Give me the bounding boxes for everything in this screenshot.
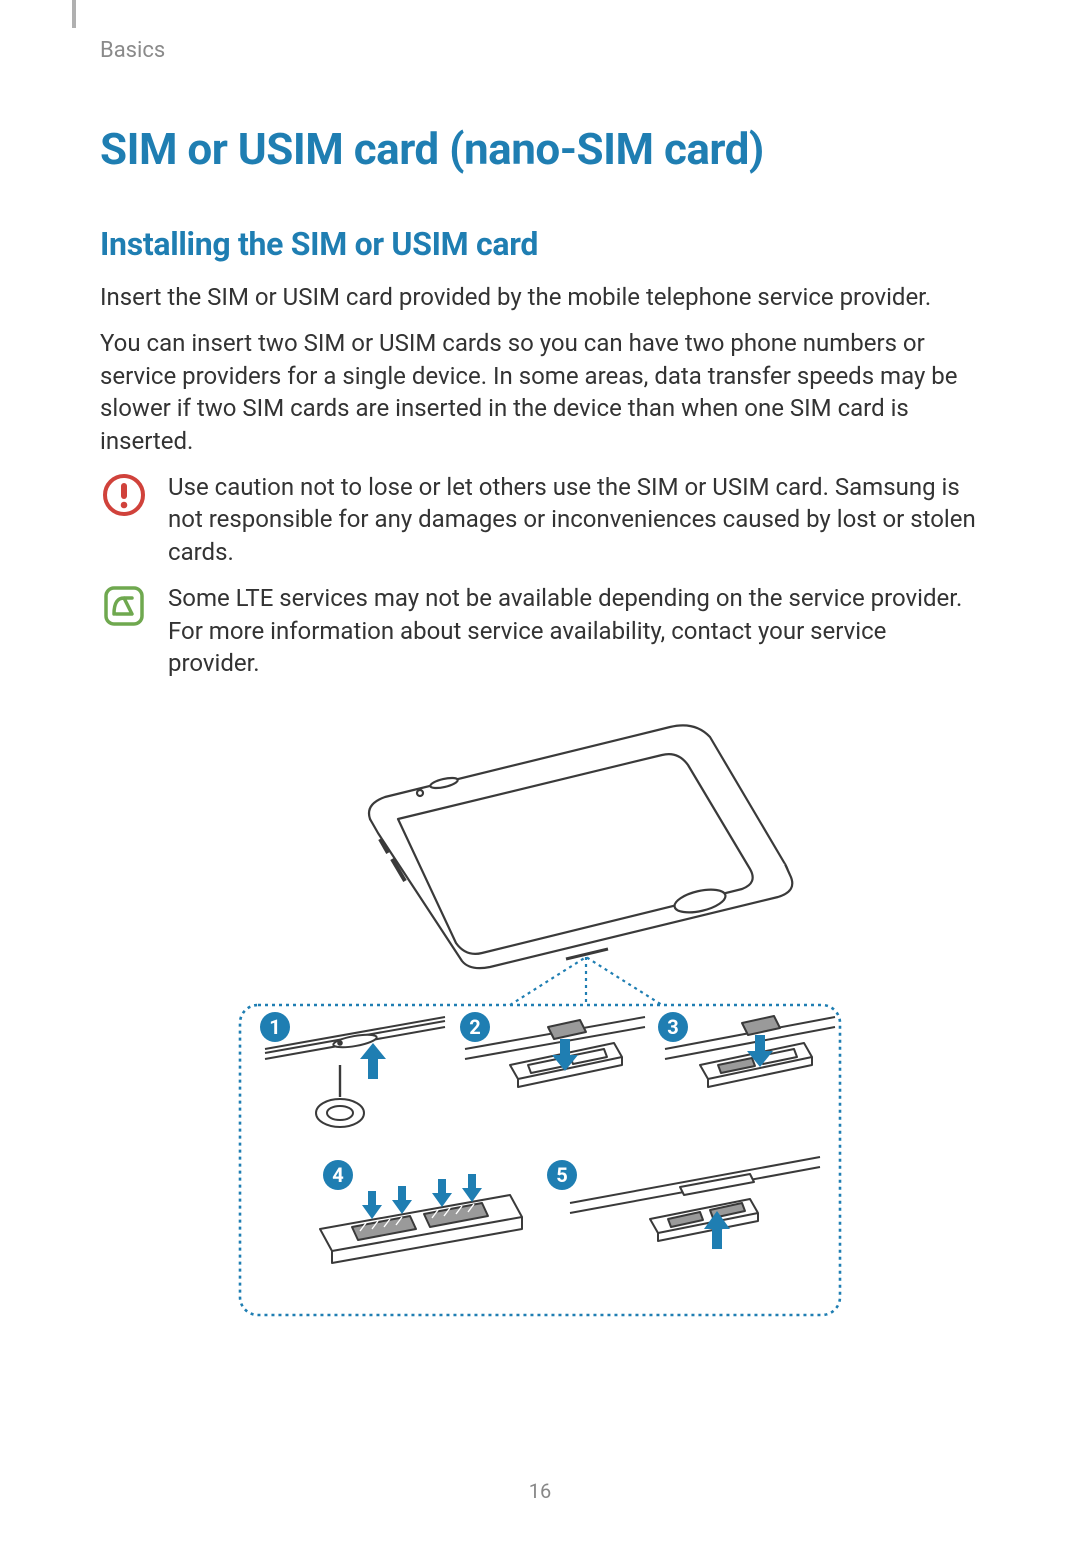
svg-text:5: 5	[556, 1163, 567, 1187]
step-5	[570, 1157, 820, 1241]
step-badge-4: 4	[323, 1160, 353, 1190]
svg-text:3: 3	[667, 1015, 678, 1039]
svg-text:1: 1	[269, 1015, 280, 1039]
caution-note: Use caution not to lose or let others us…	[100, 471, 980, 568]
step-badge-1: 1	[260, 1012, 290, 1042]
info-note: Some LTE services may not be available d…	[100, 582, 980, 679]
caution-icon	[100, 471, 148, 519]
step-4	[320, 1195, 522, 1263]
installation-diagram: 1 2	[100, 709, 980, 1329]
body-paragraph: You can insert two SIM or USIM cards so …	[100, 327, 980, 457]
step-badge-5: 5	[547, 1160, 577, 1190]
info-icon	[100, 582, 148, 630]
breadcrumb: Basics	[100, 38, 980, 63]
section-subtitle: Installing the SIM or USIM card	[100, 225, 980, 263]
page-number: 16	[100, 1479, 980, 1503]
step-1	[265, 1017, 445, 1127]
phone-outline	[369, 726, 792, 969]
svg-text:2: 2	[469, 1015, 480, 1039]
arrow-icon	[360, 1043, 386, 1079]
info-text: Some LTE services may not be available d…	[168, 582, 980, 679]
step-2	[465, 1017, 645, 1087]
svg-text:4: 4	[332, 1163, 343, 1187]
section-tab-marker	[72, 0, 76, 28]
step-badge-3: 3	[658, 1012, 688, 1042]
body-paragraph: Insert the SIM or USIM card provided by …	[100, 281, 980, 313]
step-badge-2: 2	[460, 1012, 490, 1042]
page-title: SIM or USIM card (nano-SIM card)	[100, 123, 980, 175]
caution-text: Use caution not to lose or let others us…	[168, 471, 980, 568]
